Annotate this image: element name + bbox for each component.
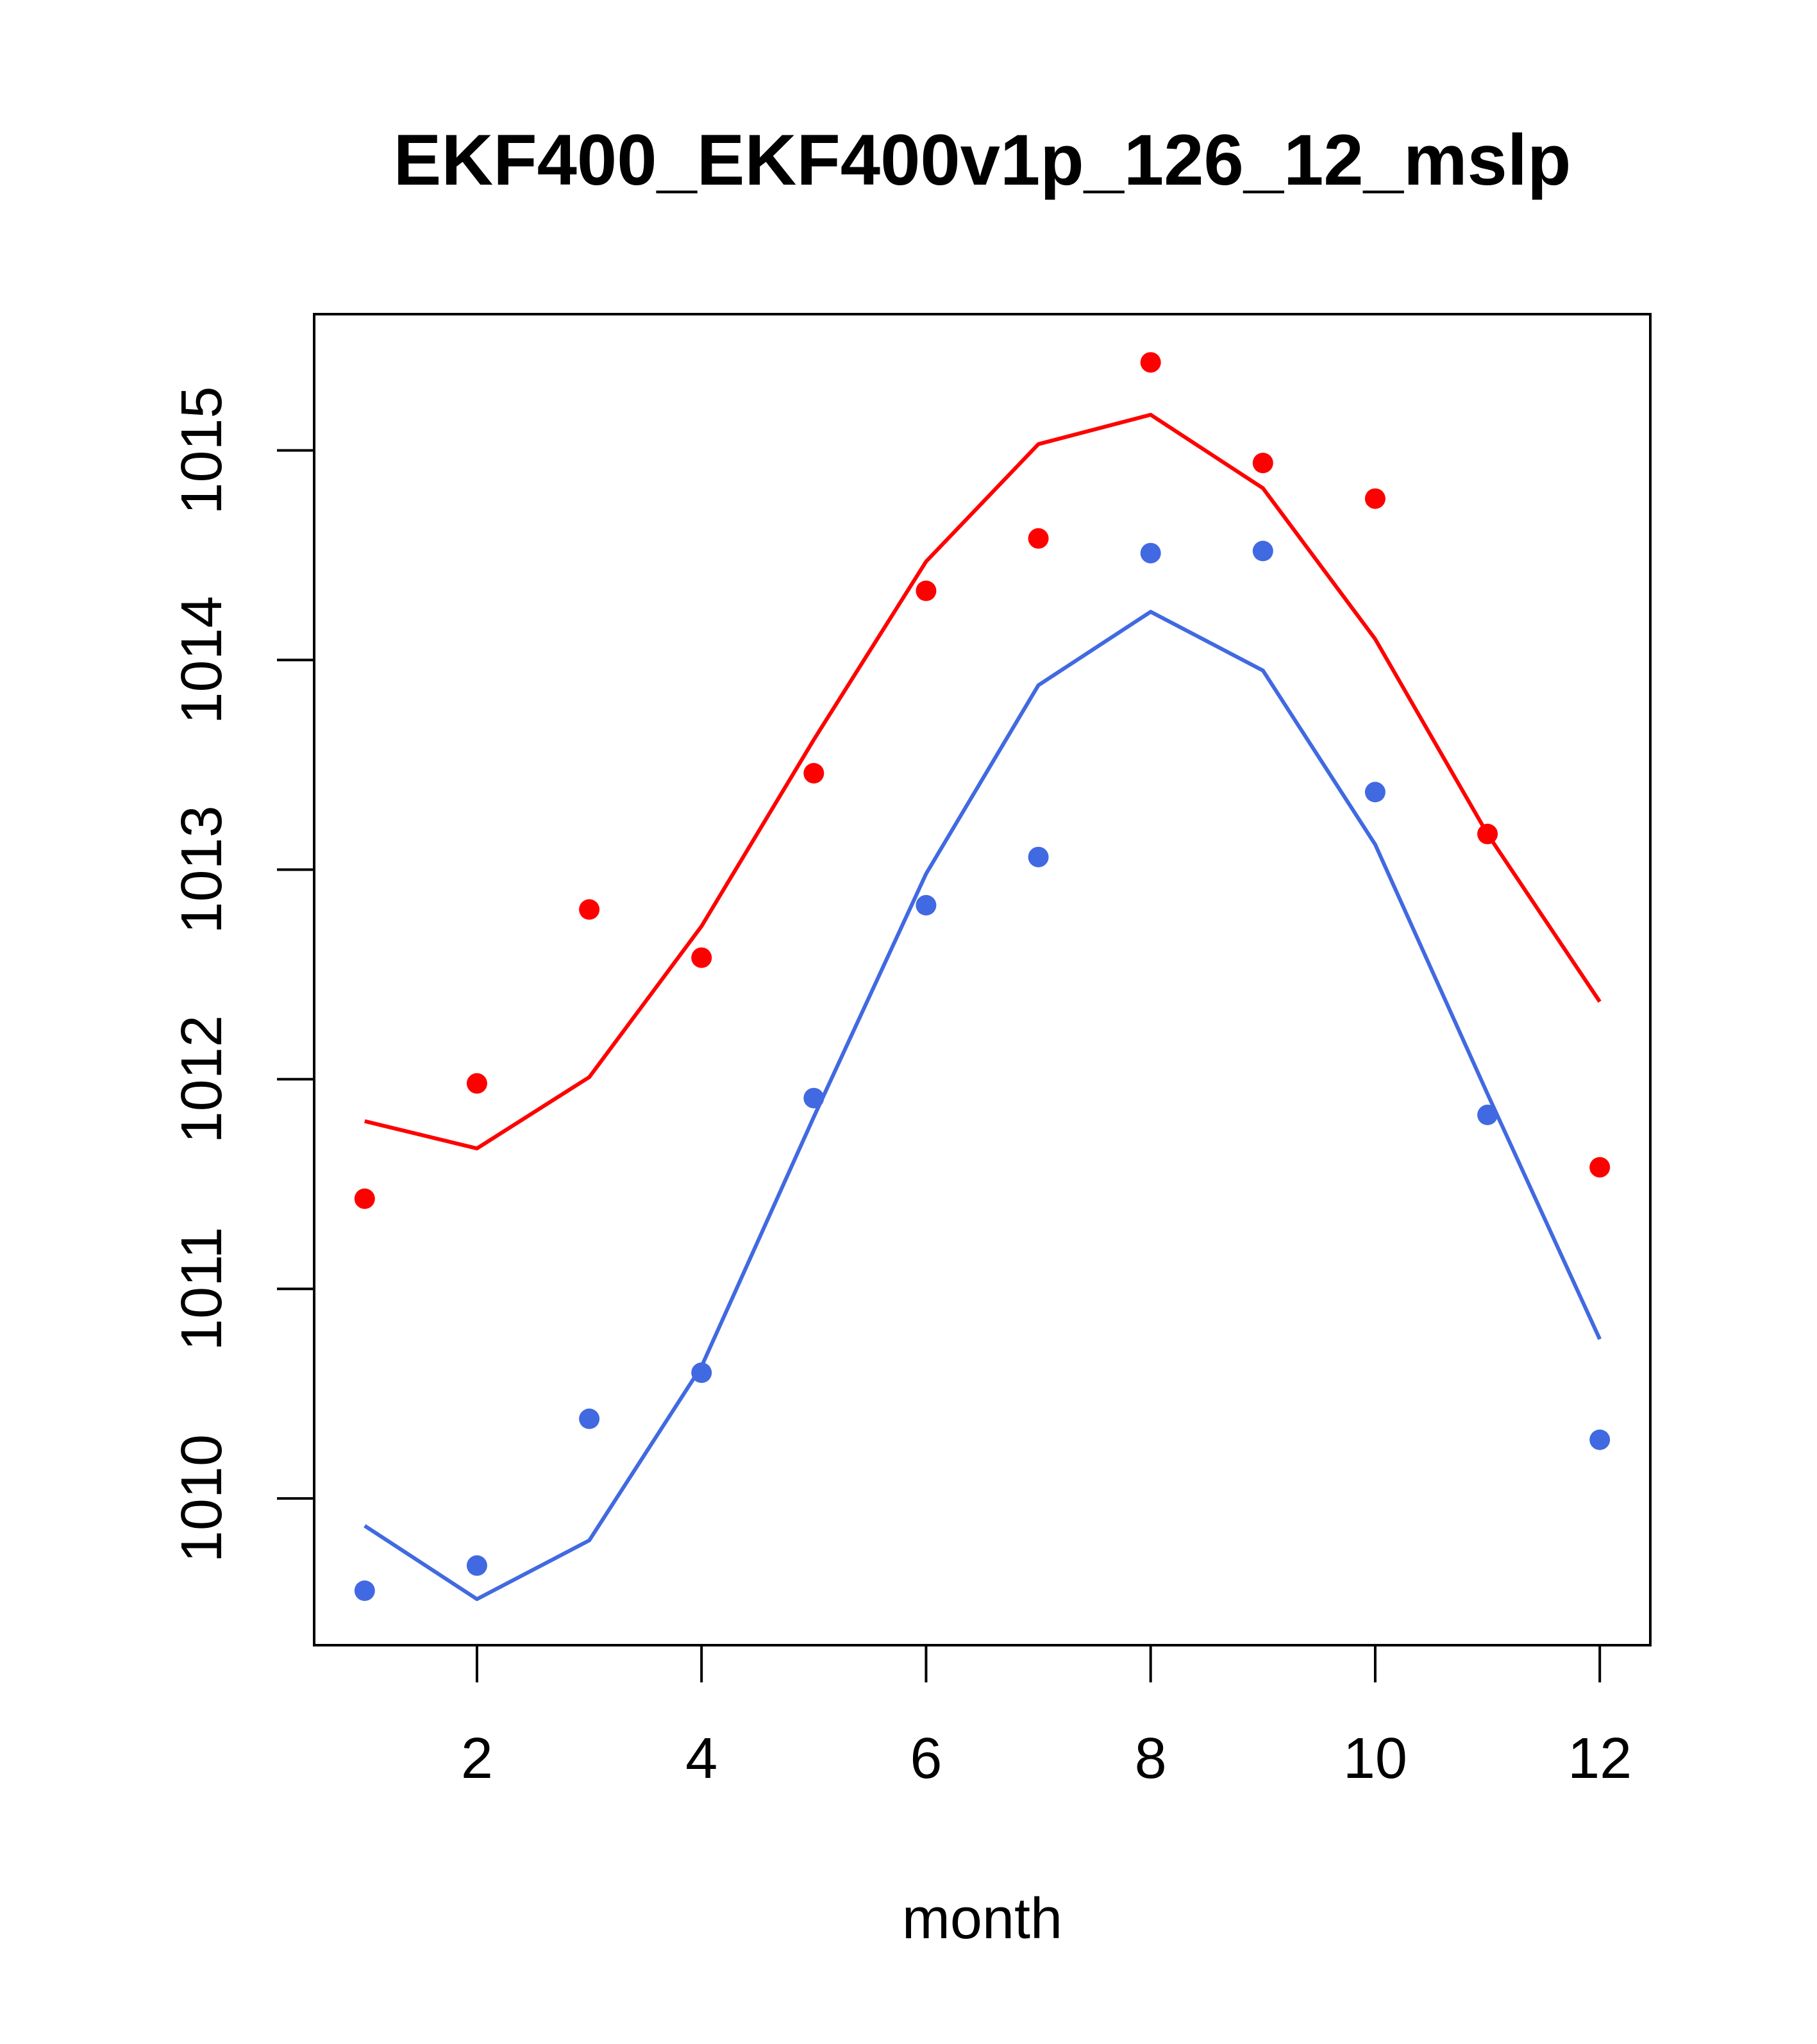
red-line: [364, 412, 1602, 1151]
red-points-5: [803, 763, 825, 783]
blue-points-1: [354, 1580, 375, 1601]
red-points-10: [1364, 488, 1386, 509]
red-points-7: [1028, 528, 1049, 549]
red-points-1: [354, 1188, 375, 1209]
x-tick-label-10: 10: [1343, 1727, 1407, 1791]
blue-points-6: [916, 894, 937, 916]
x-tick-label-6: 6: [910, 1727, 942, 1791]
blue-points-3: [579, 1408, 600, 1429]
red-points-4: [691, 947, 712, 968]
x-tick-label-8: 8: [1135, 1727, 1167, 1791]
x-tick-label-4: 4: [685, 1727, 717, 1791]
series-layer: [354, 352, 1611, 1602]
blue-points-7: [1028, 846, 1049, 867]
y-tick-label-1015: 1015: [170, 386, 234, 514]
y-tick-label-1012: 1012: [170, 1015, 234, 1143]
blue-points-8: [1140, 542, 1161, 564]
blue-points-11: [1477, 1104, 1498, 1125]
red-points-6: [916, 580, 937, 601]
chart-title: EKF400_EKF400v1p_126_12_mslp: [394, 120, 1571, 200]
blue-points-2: [466, 1555, 487, 1576]
blue-points-12: [1589, 1429, 1611, 1450]
x-axis: 2 4 6 8 10 12: [461, 1644, 1632, 1791]
x-tick-label-12: 12: [1568, 1727, 1632, 1791]
red-points-9: [1252, 453, 1273, 474]
red-points-12: [1589, 1157, 1611, 1178]
red-points-8: [1140, 352, 1161, 373]
red-points-11: [1477, 823, 1498, 844]
x-axis-label: month: [902, 1887, 1062, 1951]
y-axis: 1010 1011 1012 1013 1014 1015: [170, 386, 315, 1562]
y-tick-label-1014: 1014: [170, 596, 234, 724]
blue-points-10: [1364, 782, 1386, 803]
y-tick-label-1011: 1011: [170, 1227, 234, 1351]
red-points-3: [579, 899, 600, 920]
blue-line: [364, 610, 1602, 1602]
blue-points-9: [1252, 540, 1273, 562]
red-points-2: [466, 1073, 487, 1094]
blue-points-4: [691, 1362, 712, 1383]
x-tick-label-2: 2: [461, 1727, 493, 1791]
y-tick-label-1013: 1013: [170, 805, 234, 934]
blue-points-5: [803, 1087, 825, 1109]
y-tick-label-1010: 1010: [170, 1434, 234, 1562]
